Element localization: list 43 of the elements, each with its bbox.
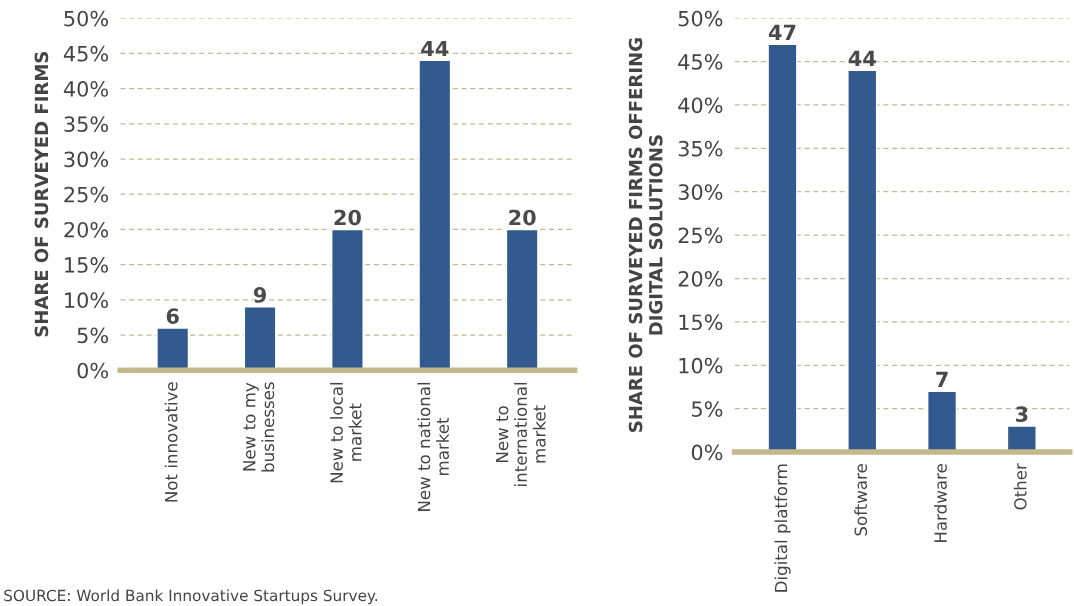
x-tick-label: Software: [854, 464, 868, 536]
y-axis-title: SHARE OF SURVEYED FIRMS: [34, 52, 49, 337]
x-tick-label: Not innovative: [164, 382, 178, 502]
source-note: SOURCE: World Bank Innovative Startups Survey.: [4, 589, 378, 605]
data-label: 44: [848, 50, 876, 66]
y-tick-label: 20%: [678, 270, 723, 287]
data-label: 47: [768, 24, 796, 40]
y-tick-label: 5%: [692, 401, 723, 417]
x-tick-label: New to international market: [495, 382, 546, 486]
y-tick-label: 15%: [679, 314, 723, 331]
x-tick-label: New to national market: [417, 382, 449, 511]
y-tick-label: 10%: [679, 357, 723, 374]
data-label: 20: [509, 209, 536, 226]
y-tick-label: 20%: [64, 221, 109, 238]
y-tick-label: 15%: [65, 257, 109, 273]
x-tick-label: Digital platform: [774, 464, 791, 592]
x-tick-label: New to my businesses: [243, 382, 275, 472]
data-label: 9: [253, 287, 266, 303]
y-tick-label: 5%: [77, 327, 109, 344]
data-label: 7: [936, 371, 948, 387]
x-tick-label: Other: [1013, 463, 1027, 510]
x-tick-label: Hardware: [933, 464, 947, 543]
y-tick-label: 50%: [678, 10, 723, 27]
y-tick-label: 25%: [64, 186, 109, 203]
y-tick-label: 30%: [64, 151, 109, 168]
x-tick-label: New to local market: [330, 382, 362, 483]
y-axis-title: SHARE OF SURVEYED FIRMS OFFERING DIGITAL SOLUTIONS: [628, 38, 663, 432]
data-label: 3: [1015, 406, 1028, 423]
data-label: 20: [334, 209, 361, 226]
y-tick-label: 50%: [64, 10, 109, 27]
data-label: 44: [421, 40, 449, 57]
y-tick-label: 0%: [691, 444, 723, 461]
y-tick-label: 45%: [678, 54, 723, 70]
y-tick-label: 45%: [63, 45, 109, 62]
y-tick-label: 10%: [65, 292, 109, 309]
y-tick-label: 40%: [63, 81, 109, 97]
y-tick-label: 30%: [678, 184, 723, 200]
y-tick-label: 35%: [678, 140, 723, 157]
y-tick-label: 0%: [77, 362, 109, 379]
y-tick-label: 35%: [64, 116, 109, 133]
y-tick-label: 25%: [678, 227, 723, 244]
y-tick-label: 40%: [678, 97, 723, 114]
data-label: 6: [166, 308, 179, 324]
